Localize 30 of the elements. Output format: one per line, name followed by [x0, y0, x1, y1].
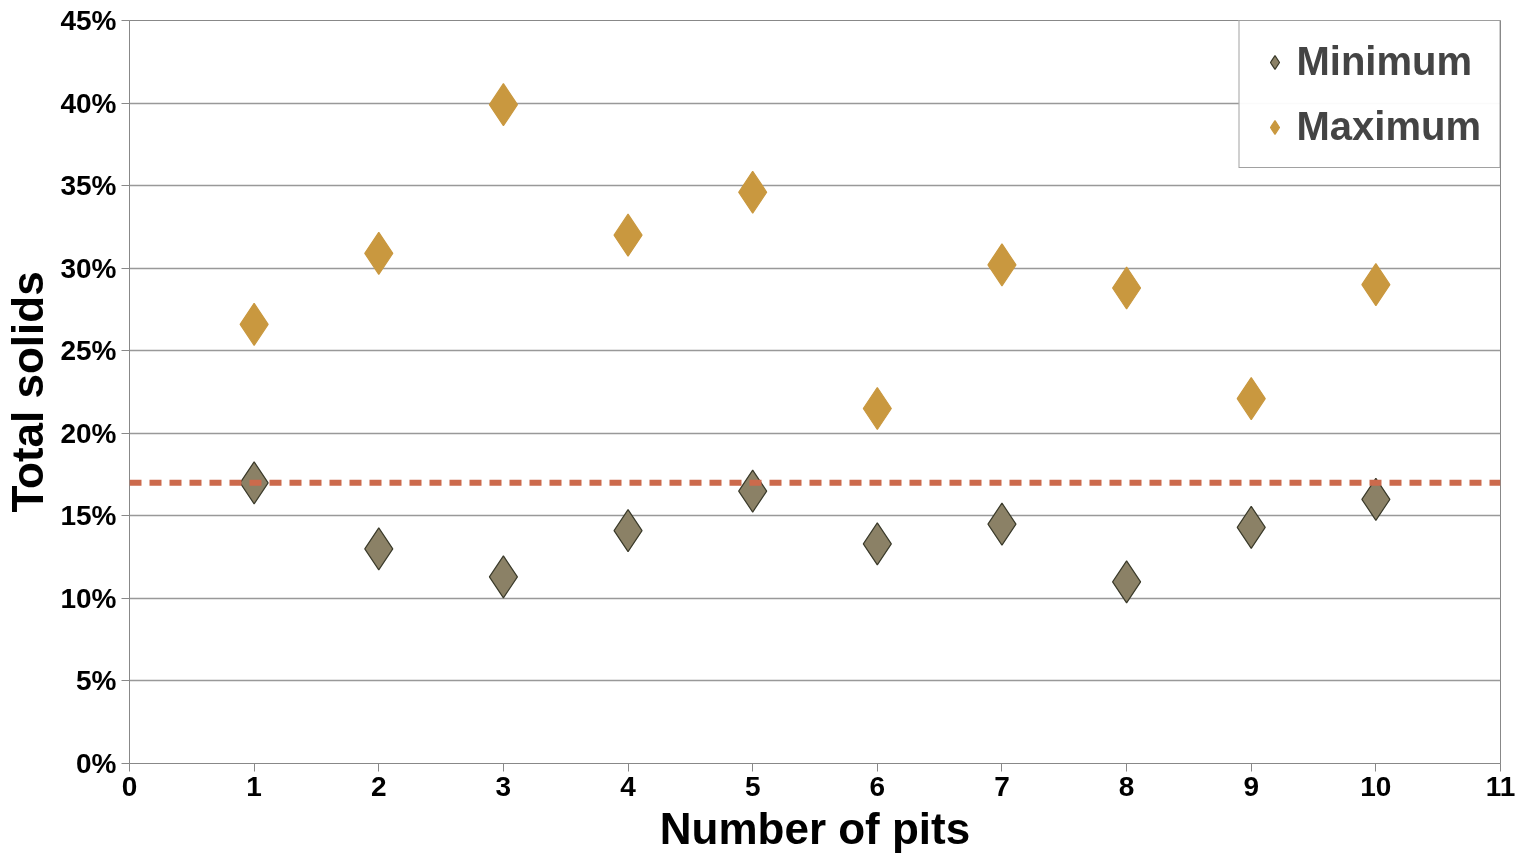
- x-tick-label: 3: [495, 770, 512, 802]
- y-tick-label: 30%: [60, 252, 117, 284]
- point: [488, 555, 519, 599]
- legend-label: Maximum: [1296, 104, 1481, 149]
- x-tick-label: 2: [370, 770, 387, 802]
- y-tick-label: 20%: [60, 417, 117, 449]
- x-tick-label: 11: [1485, 770, 1516, 802]
- y-tick-label: 25%: [60, 335, 117, 367]
- legend-label: Minimum: [1296, 39, 1473, 84]
- y-tick-label: 35%: [60, 170, 117, 202]
- point: [1111, 560, 1142, 604]
- x-tick-label: 9: [1243, 770, 1260, 802]
- x-axis-title: Number of pits: [659, 803, 971, 853]
- x-tick-label: 0: [121, 770, 138, 802]
- point: [1111, 266, 1142, 310]
- point: [488, 83, 519, 127]
- x-tick-label: 5: [744, 770, 761, 802]
- y-axis-title: Total solids: [3, 271, 53, 513]
- x-tick-label: 8: [1118, 770, 1135, 802]
- x-tick-label: 7: [994, 770, 1010, 802]
- x-tick-label: 6: [869, 770, 886, 802]
- y-tick-label: 15%: [60, 500, 117, 532]
- x-tick-label: 1: [246, 770, 262, 802]
- y-tick-label: 0%: [76, 748, 117, 779]
- x-tick-label: 4: [620, 770, 637, 802]
- y-tick-label: 40%: [60, 87, 117, 119]
- y-tick-label: 45%: [60, 5, 117, 36]
- y-tick-label: 10%: [60, 582, 117, 614]
- x-tick-label: 10: [1360, 770, 1392, 802]
- y-tick-label: 5%: [76, 665, 117, 697]
